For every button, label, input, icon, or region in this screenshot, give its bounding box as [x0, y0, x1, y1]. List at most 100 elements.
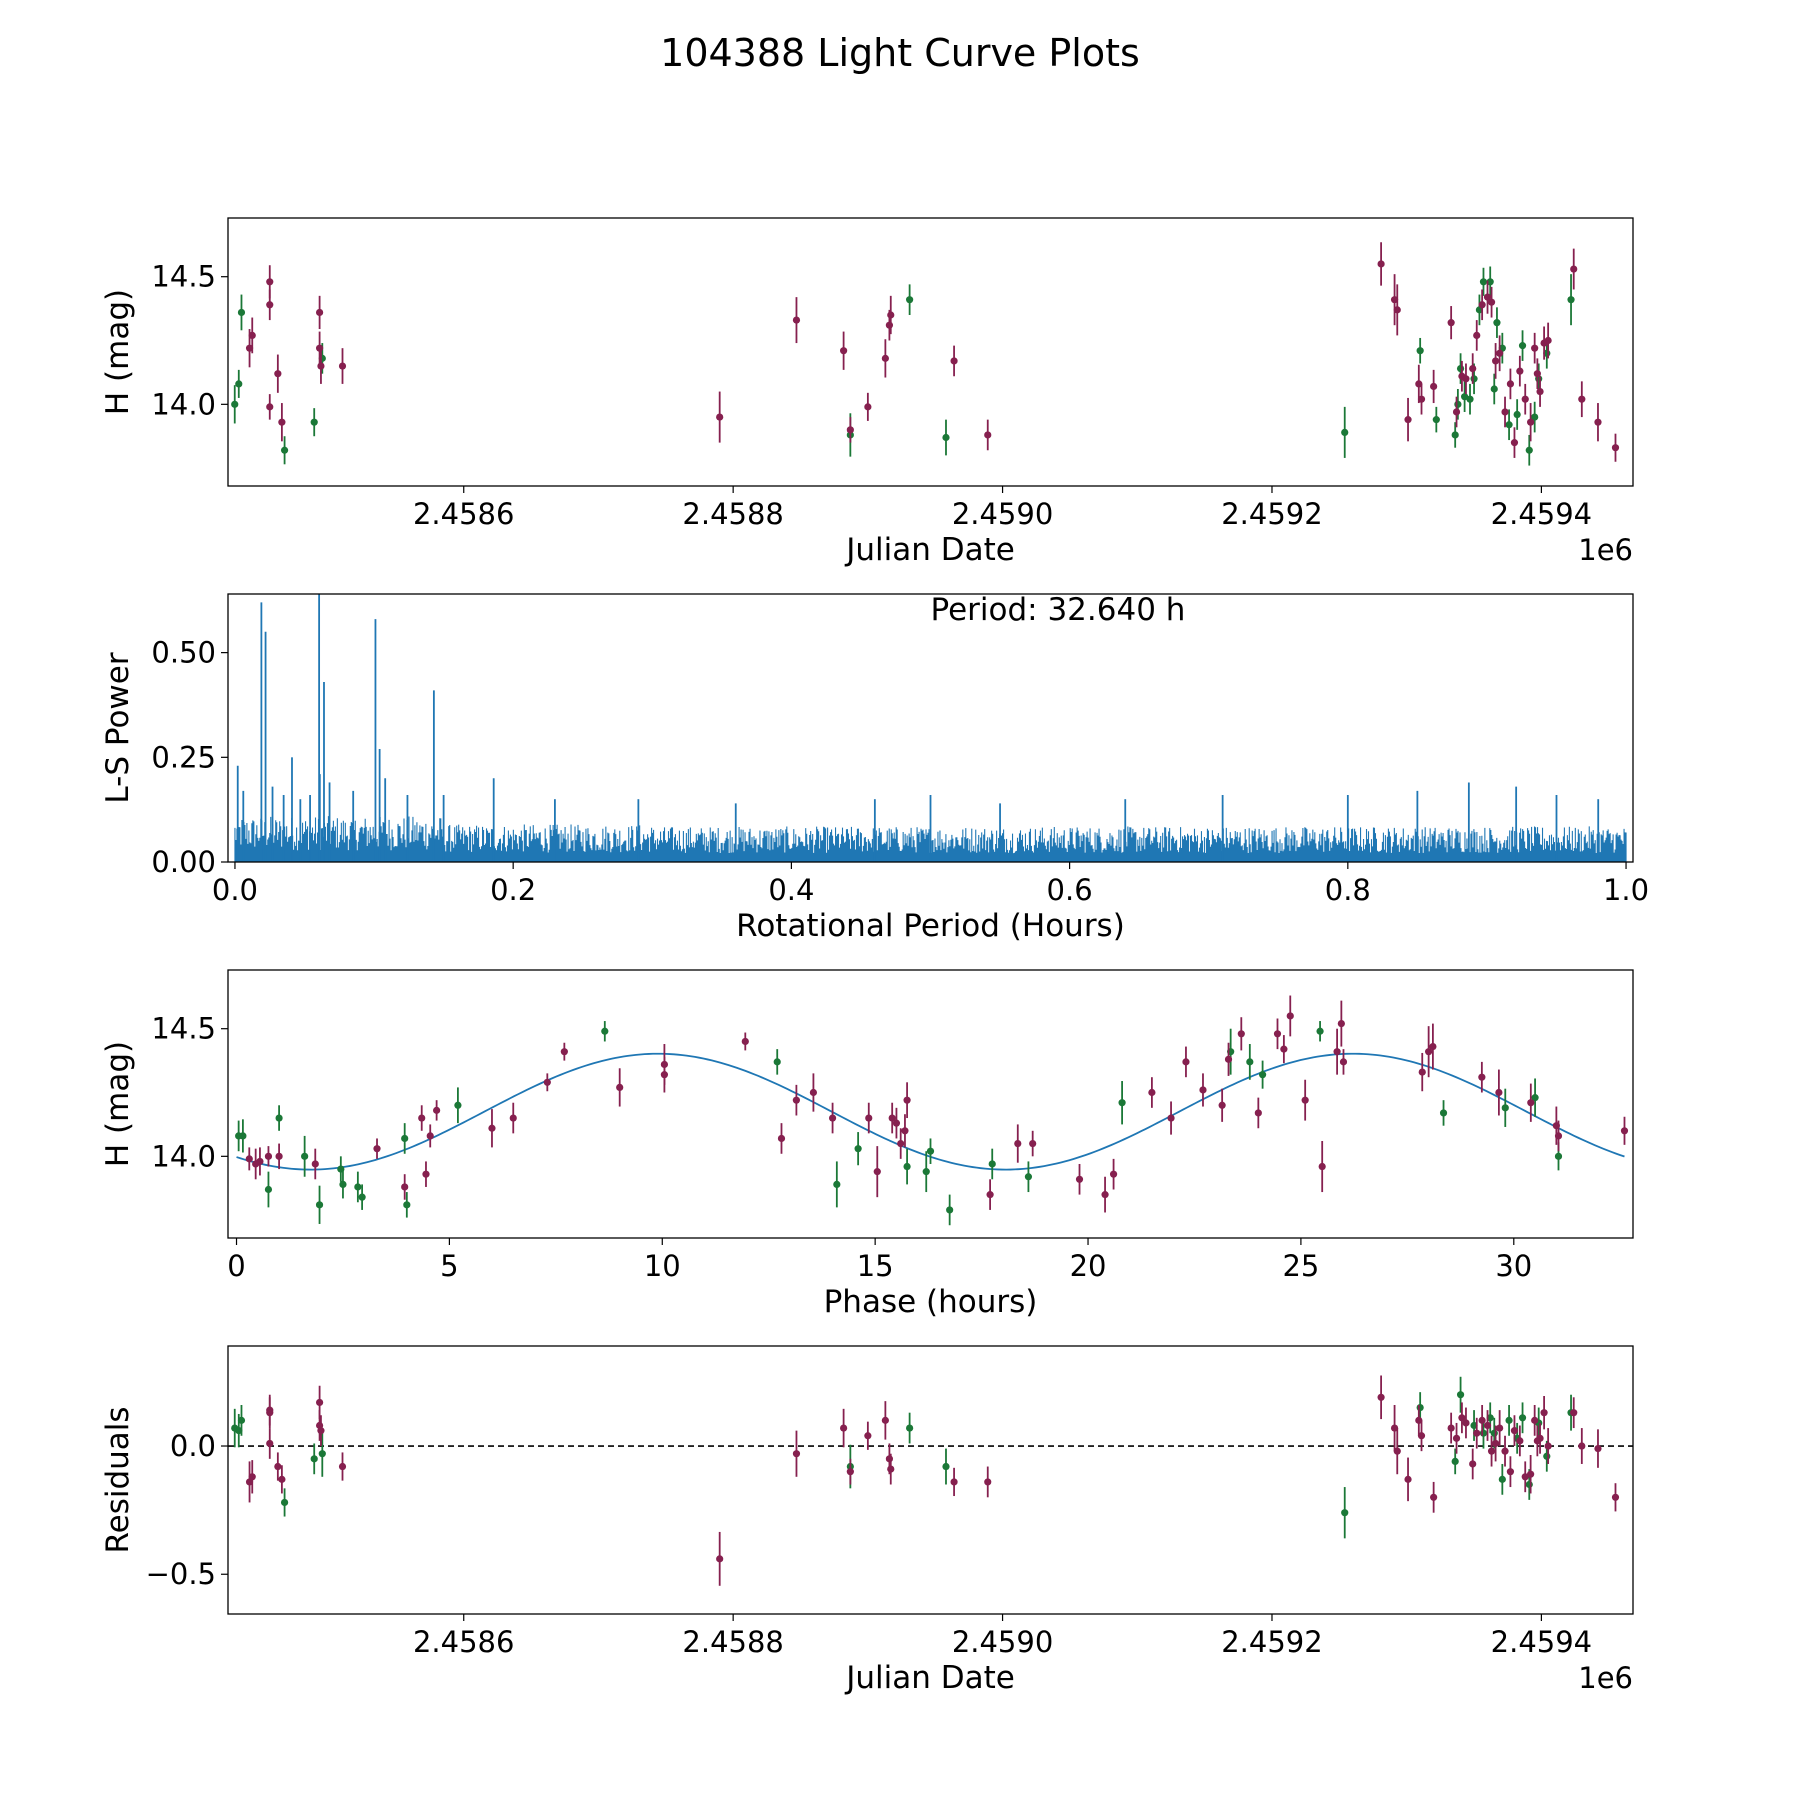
data-point — [1527, 418, 1535, 426]
data-point — [239, 1132, 247, 1140]
data-point — [887, 311, 895, 319]
data-point — [946, 1206, 954, 1214]
data-point — [881, 1416, 889, 1424]
data-point — [716, 413, 724, 421]
data-point — [1473, 1429, 1481, 1437]
data-point — [1430, 382, 1438, 391]
data-point — [1498, 1475, 1506, 1483]
x-tick-label: 0.2 — [490, 873, 536, 907]
y-tick-label: 0.50 — [151, 636, 216, 670]
data-point — [984, 431, 992, 439]
data-point — [1029, 1139, 1037, 1148]
data-point — [1416, 347, 1424, 355]
data-point — [601, 1027, 609, 1035]
data-point — [1425, 1048, 1433, 1056]
data-point — [1286, 1012, 1294, 1020]
data-point — [316, 1398, 324, 1407]
x-offset-label: 1e6 — [1578, 533, 1633, 567]
data-point — [1527, 1099, 1535, 1107]
series-o — [245, 1375, 1620, 1586]
data-point — [846, 1468, 854, 1476]
data-point — [266, 403, 274, 411]
data-point — [275, 1152, 283, 1160]
data-point — [231, 400, 239, 408]
data-point — [1521, 1473, 1529, 1481]
data-point — [488, 1124, 496, 1132]
x-axis-label: Julian Date — [844, 1660, 1015, 1696]
data-point — [716, 1555, 724, 1563]
data-point — [865, 1114, 873, 1122]
lightcurve-panel: 2.4586 2.4588 2.4590 2.4592 2.4594 14.0 14.5 Ju… — [100, 217, 1634, 568]
data-point — [1611, 444, 1620, 452]
data-point — [301, 1152, 309, 1160]
data-point — [1337, 1020, 1345, 1028]
data-point — [1469, 1460, 1477, 1468]
data-point — [809, 1088, 818, 1097]
data-point — [1501, 1104, 1509, 1112]
data-point — [1531, 1094, 1539, 1102]
data-point — [248, 1473, 256, 1481]
data-point — [1495, 1088, 1503, 1097]
data-point — [1478, 301, 1486, 309]
data-point — [1417, 395, 1426, 403]
data-point — [1567, 296, 1575, 304]
series-o — [245, 242, 1620, 462]
data-point — [1167, 1114, 1175, 1122]
data-point — [1333, 1048, 1341, 1056]
data-point — [1301, 1096, 1309, 1104]
data-point — [1473, 331, 1481, 340]
data-point — [317, 1427, 325, 1435]
data-point — [888, 1114, 896, 1122]
data-point — [833, 1180, 841, 1188]
series-g — [231, 1376, 1575, 1539]
data-point — [373, 1145, 381, 1153]
data-point — [1487, 1447, 1496, 1455]
data-point — [903, 1162, 911, 1171]
data-point — [828, 1114, 837, 1122]
data-point — [1458, 1414, 1466, 1422]
data-point — [777, 1134, 786, 1143]
series-g — [231, 266, 1575, 466]
data-point — [358, 1193, 366, 1201]
data-point — [1404, 416, 1412, 424]
data-point — [338, 362, 347, 370]
data-point — [1531, 413, 1539, 421]
phased-plot-area — [235, 995, 1629, 1226]
data-point — [278, 418, 286, 426]
data-point — [1531, 1416, 1539, 1424]
data-point — [1318, 1162, 1326, 1171]
data-point — [885, 321, 894, 329]
residuals-plot-area — [228, 1375, 1633, 1586]
data-point — [1218, 1101, 1226, 1109]
data-point — [264, 1185, 273, 1194]
data-point — [339, 1180, 347, 1188]
data-point — [1341, 428, 1349, 436]
x-tick-label: 20 — [1070, 1249, 1107, 1283]
y-tick-label: 14.5 — [151, 260, 216, 294]
data-point — [1510, 1427, 1519, 1435]
data-point — [433, 1106, 441, 1114]
data-point — [1432, 416, 1440, 424]
data-point — [873, 1168, 881, 1176]
axes-frame — [227, 593, 1634, 863]
data-point — [403, 1201, 411, 1209]
data-point — [1462, 1419, 1470, 1427]
data-point — [792, 1450, 801, 1458]
data-point — [1521, 395, 1529, 403]
x-tick-label: 1.0 — [1603, 873, 1649, 907]
y-tick-label: 14.5 — [151, 1012, 216, 1046]
periodogram-plot-area — [234, 594, 1627, 862]
data-point — [1510, 439, 1519, 447]
data-point — [1483, 293, 1492, 301]
data-point — [773, 1058, 781, 1066]
residuals-panel: 2.4586 2.4588 2.4590 2.4592 2.4594 −0.5 0.0 Jul… — [100, 1345, 1634, 1696]
data-point — [1199, 1086, 1207, 1094]
data-point — [245, 1155, 253, 1163]
data-point — [1118, 1099, 1126, 1107]
data-point — [1456, 364, 1465, 373]
data-point — [881, 354, 889, 362]
data-point — [1518, 1414, 1527, 1422]
data-point — [316, 344, 324, 352]
data-point — [310, 418, 318, 426]
data-point — [1451, 1457, 1459, 1466]
